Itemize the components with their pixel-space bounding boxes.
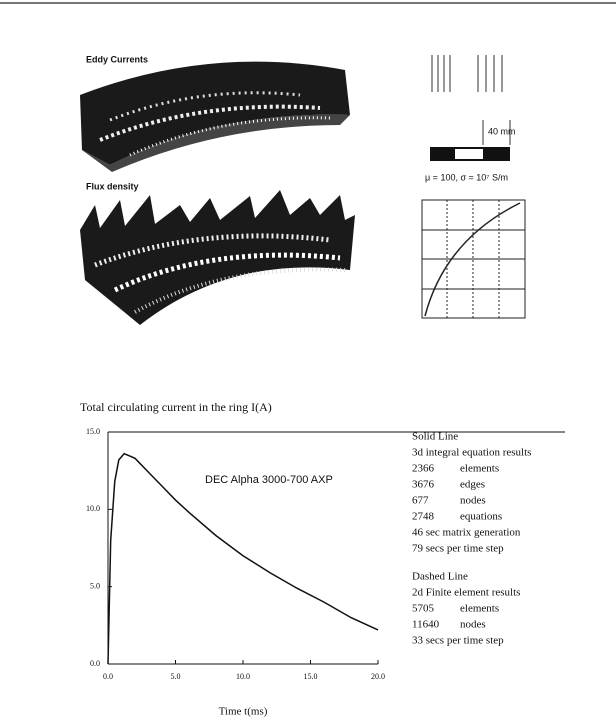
note-number: 677 [412,495,429,507]
note-number: 3676 [412,479,435,491]
x-tick-label: 5.0 [171,672,181,681]
note-number: 2366 [412,463,435,475]
x-axis-label: Time t(ms) [219,706,268,718]
note-heading: Dashed Line [412,571,468,583]
x-tick-label: 0.0 [103,672,113,681]
note-label: edges [460,479,485,491]
figure-page: Eddy Currents Flux density 40 mm μ = 100… [0,0,616,727]
y-tick-label: 5.0 [90,581,100,590]
y-tick-label: 10.0 [86,504,100,513]
ring-section [430,147,510,161]
dimension-label: 40 mm [488,126,516,136]
note-label: equations [460,511,502,523]
chart-title: Total circulating current in the ring I(… [80,400,272,414]
note-label: nodes [460,495,486,507]
note-number: 11640 [412,619,440,631]
note-number: 2748 [412,511,435,523]
y-tick-label: 0.0 [90,659,100,668]
material-label: μ = 100, σ = 10⁷ S/m [425,172,508,182]
y-tick-label: 15.0 [86,427,100,436]
note-line: 79 secs per time step [412,543,504,555]
annotation: DEC Alpha 3000-700 AXP [205,474,333,486]
panel-label: Flux density [86,181,139,191]
note-label: nodes [460,619,486,631]
note-label: elements [460,463,499,475]
x-tick-label: 20.0 [371,672,385,681]
x-tick-label: 10.0 [236,672,250,681]
note-method: 2d Finite element results [412,587,520,599]
x-tick-label: 15.0 [304,672,318,681]
note-line: 46 sec matrix generation [412,527,521,539]
note-method: 3d integral equation results [412,447,531,459]
note-line: 33 secs per time step [412,635,504,647]
panel-label: Eddy Currents [86,54,148,64]
note-number: 5705 [412,603,435,615]
note-label: elements [460,603,499,615]
